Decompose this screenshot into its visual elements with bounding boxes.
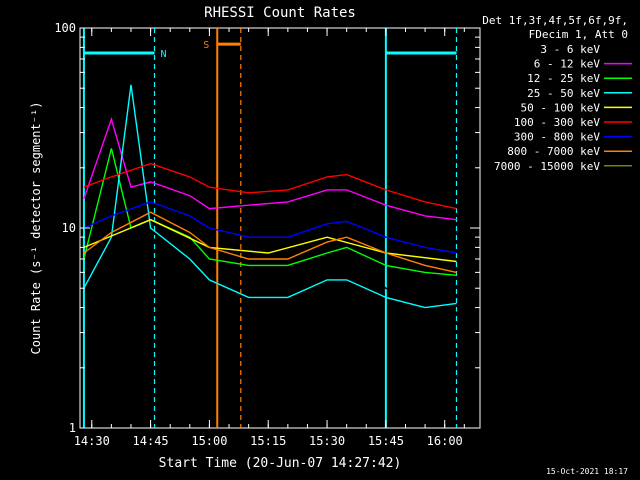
x-tick-label: 15:00 xyxy=(191,434,227,448)
y-axis-label: Count Rate (s⁻¹ detector segment⁻¹) xyxy=(29,102,43,355)
legend-entry-label: 6 - 12 keV xyxy=(534,58,601,71)
chart-title: RHESSI Count Rates xyxy=(204,5,356,21)
legend-entry-label: 100 - 300 keV xyxy=(514,116,600,129)
legend-entry-label: 7000 - 15000 keV xyxy=(494,160,600,173)
x-tick-label: 15:45 xyxy=(368,434,404,448)
x-tick-label: 16:00 xyxy=(427,434,463,448)
x-tick-label: 15:15 xyxy=(250,434,286,448)
y-axis: 1 10 100 xyxy=(54,21,480,435)
x-tick-label: 15:30 xyxy=(309,434,345,448)
series-line xyxy=(83,84,457,309)
plot-timestamp: 15-Oct-2021 18:17 xyxy=(546,467,628,476)
legend-entry-label: 12 - 25 keV xyxy=(527,72,600,85)
x-axis-label: Start Time (20-Jun-07 14:27:42) xyxy=(159,456,402,471)
plot-area: NS xyxy=(79,27,481,429)
y-tick-label: 100 xyxy=(54,21,76,35)
legend-entry-label: 300 - 800 keV xyxy=(514,131,600,144)
legend: Det 1f,3f,4f,5f,6f,9f,FDecim 1, Att 0 3 -… xyxy=(482,14,632,173)
series-line xyxy=(83,211,457,274)
legend-entry-label: 50 - 100 keV xyxy=(521,101,601,114)
y-tick-label: 1 xyxy=(69,421,76,435)
x-tick-label: 14:30 xyxy=(74,434,110,448)
time-interval-markers: NS xyxy=(82,28,458,428)
series-line xyxy=(83,201,457,254)
marker-label: N xyxy=(161,49,167,60)
y-tick-label: 10 xyxy=(62,221,76,235)
series-line xyxy=(83,162,457,210)
legend-entry-label: 25 - 50 keV xyxy=(527,87,600,100)
x-axis: 14:30 14:45 15:00 15:15 15:30 15:45 16:00 xyxy=(74,28,465,448)
x-tick-label: 14:45 xyxy=(133,434,169,448)
legend-entry-label: 3 - 6 keV xyxy=(540,43,600,56)
marker-label: S xyxy=(203,40,209,51)
legend-header: Det 1f,3f,4f,5f,6f,9f, xyxy=(482,14,628,27)
legend-entry-label: 800 - 7000 keV xyxy=(507,145,600,158)
series-line xyxy=(83,116,457,221)
series-lines xyxy=(83,84,457,313)
legend-header: FDecim 1, Att 0 xyxy=(529,28,628,41)
